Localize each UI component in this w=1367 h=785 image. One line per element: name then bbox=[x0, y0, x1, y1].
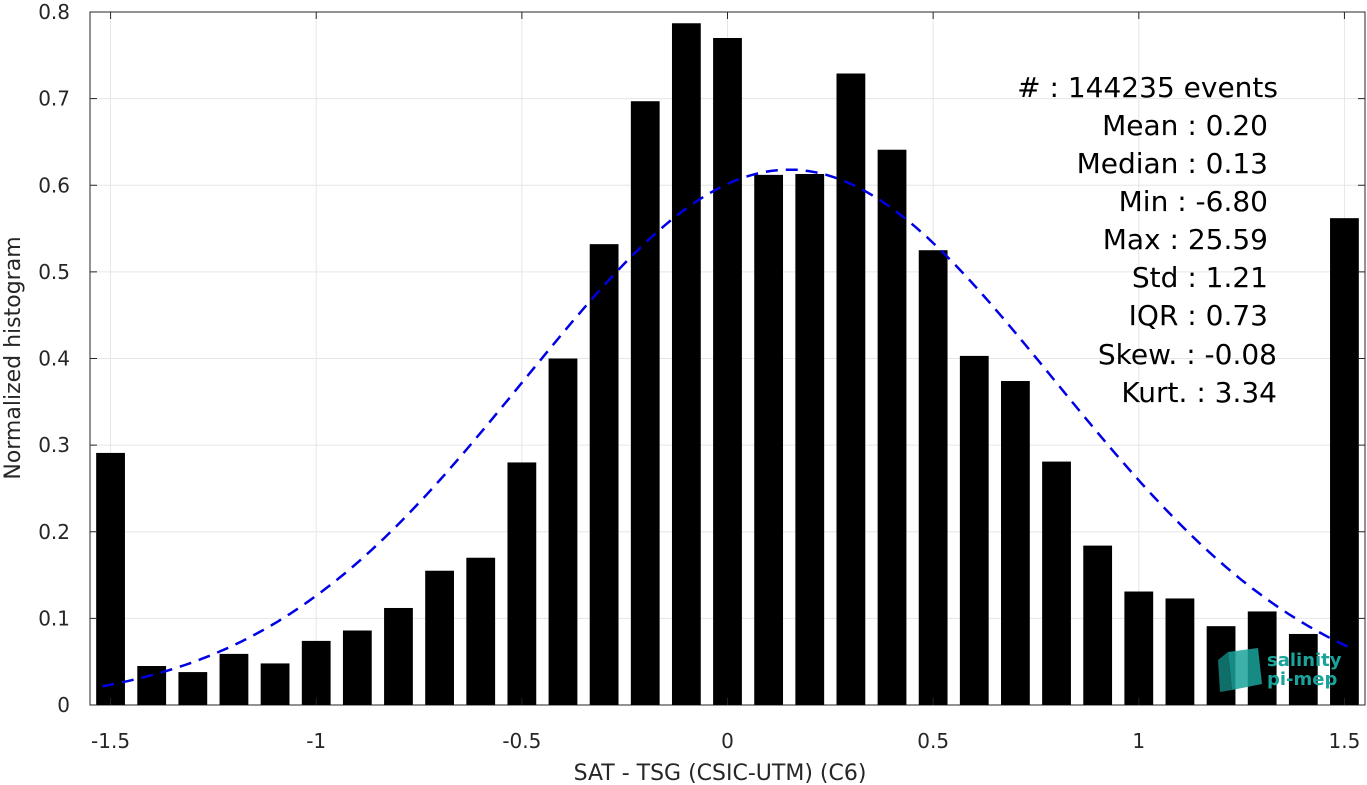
x-tick-label: 1.5 bbox=[1329, 729, 1361, 753]
y-tick-label: 0.8 bbox=[38, 0, 70, 24]
histogram-bar bbox=[260, 663, 290, 705]
histogram-bar bbox=[918, 250, 948, 705]
histogram-bar bbox=[301, 640, 331, 705]
histogram-bar bbox=[342, 630, 372, 705]
x-axis-label: SAT - TSG (CSIC-UTM) (C6) bbox=[574, 761, 867, 785]
logo-line2: pi-mep bbox=[1267, 669, 1337, 690]
histogram-bar bbox=[1330, 218, 1359, 706]
histogram-bar bbox=[630, 101, 660, 705]
x-tick-label: 1 bbox=[1132, 729, 1145, 753]
x-tick-label: -1.5 bbox=[91, 729, 130, 753]
histogram-bars bbox=[96, 23, 1359, 706]
y-tick-label: 0 bbox=[57, 693, 70, 717]
histogram-bar bbox=[754, 174, 784, 706]
logo-line1: salinity bbox=[1267, 650, 1342, 671]
histogram-bar bbox=[1083, 545, 1113, 705]
x-tick-label: 0 bbox=[721, 729, 734, 753]
stat-line: Min : -6.80 bbox=[1119, 185, 1268, 218]
histogram-bar bbox=[1124, 591, 1154, 705]
x-axis-ticks: -1.5 -1 -0.5 0 0.5 1 1.5 bbox=[91, 12, 1360, 753]
histogram-bar bbox=[1001, 381, 1030, 705]
histogram-bar bbox=[795, 173, 825, 705]
histogram-bar bbox=[507, 462, 537, 705]
histogram-bar bbox=[671, 23, 701, 706]
gaussian-fit-curve bbox=[102, 168, 1354, 688]
histogram-bar bbox=[178, 672, 208, 705]
histogram-bar bbox=[466, 557, 496, 705]
logo-cube-icon bbox=[1228, 648, 1262, 690]
histogram-bar bbox=[96, 452, 125, 705]
histogram-bar bbox=[1042, 461, 1071, 705]
stat-line: Mean : 0.20 bbox=[1102, 109, 1268, 142]
x-tick-label: 0.5 bbox=[917, 729, 949, 753]
y-axis-ticks: 0 0.1 0.2 0.3 0.4 0.5 0.6 0.7 0.8 bbox=[38, 0, 1365, 717]
y-tick-label: 0.6 bbox=[38, 173, 70, 197]
y-tick-label: 0.3 bbox=[38, 433, 70, 457]
stat-line: Median : 0.13 bbox=[1077, 147, 1268, 180]
y-tick-label: 0.2 bbox=[38, 520, 70, 544]
y-tick-label: 0.7 bbox=[38, 87, 70, 111]
histogram-bar bbox=[1288, 633, 1318, 705]
histogram-bar bbox=[959, 355, 989, 705]
x-tick-label: -1 bbox=[306, 729, 326, 753]
stat-line: Skew. : -0.08 bbox=[1098, 338, 1277, 371]
x-tick-label: -0.5 bbox=[502, 729, 541, 753]
histogram-bar bbox=[425, 570, 454, 705]
histogram-bar bbox=[589, 244, 619, 705]
y-tick-label: 0.4 bbox=[38, 347, 70, 371]
salinity-pimep-logo: salinity pi-mep bbox=[1218, 648, 1342, 692]
stat-line: IQR : 0.73 bbox=[1129, 299, 1268, 332]
histogram-bar bbox=[548, 358, 578, 705]
y-tick-label: 0.5 bbox=[38, 260, 70, 284]
y-axis-label: Normalized histogram bbox=[1, 236, 26, 479]
stat-line: Max : 25.59 bbox=[1103, 223, 1268, 256]
histogram-bar bbox=[713, 37, 742, 706]
y-tick-label: 0.1 bbox=[38, 606, 70, 630]
histogram-bar bbox=[384, 607, 413, 705]
histogram-bar bbox=[877, 149, 907, 705]
stat-line: # : 144235 events bbox=[1017, 71, 1278, 104]
histogram-bar bbox=[836, 73, 866, 705]
histogram-bar bbox=[1165, 598, 1195, 705]
stat-line: Std : 1.21 bbox=[1132, 261, 1268, 294]
histogram-bar bbox=[219, 653, 249, 705]
logo-cube-shade bbox=[1218, 652, 1232, 692]
stat-line: Kurt. : 3.34 bbox=[1121, 376, 1277, 409]
statistics-box: # : 144235 events Mean : 0.20 Median : 0.1… bbox=[1017, 71, 1278, 409]
